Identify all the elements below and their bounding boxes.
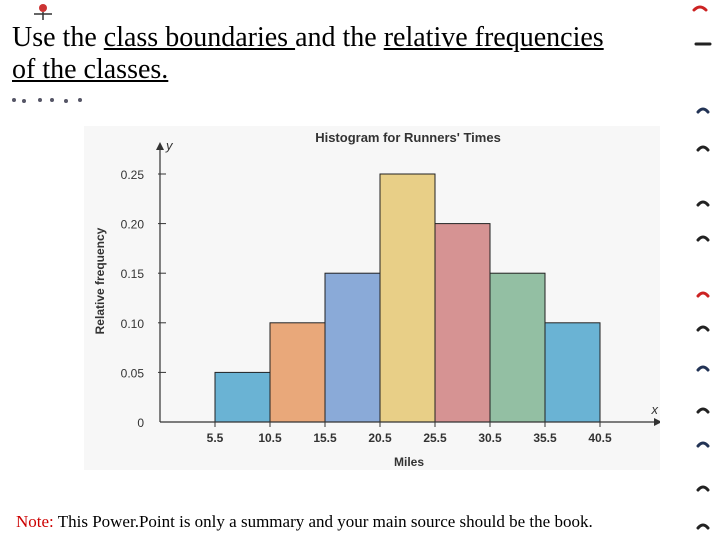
note-label: Note: bbox=[16, 512, 54, 531]
chart-title: Histogram for Runners' Times bbox=[315, 130, 501, 145]
y-tick-label: 0 bbox=[137, 416, 144, 430]
x-tick-label: 35.5 bbox=[533, 431, 557, 445]
title-term-relative-frequencies: relative frequencies bbox=[383, 22, 604, 53]
title-term-class-boundaries: class boundaries bbox=[103, 22, 296, 53]
x-tick-label: 15.5 bbox=[313, 431, 337, 445]
histogram-bar bbox=[379, 173, 436, 423]
histogram-bar bbox=[269, 322, 326, 423]
title-line-2: of the classes. bbox=[12, 54, 169, 85]
histogram-bar bbox=[434, 223, 491, 423]
y-axis-title: Relative frequency bbox=[93, 227, 107, 334]
x-axis-letter: x bbox=[651, 402, 659, 417]
histogram-bar bbox=[324, 272, 381, 423]
x-tick-label: 10.5 bbox=[258, 431, 282, 445]
y-tick-label: 0.25 bbox=[121, 168, 145, 182]
decorative-dots-icon bbox=[12, 98, 82, 103]
y-tick-label: 0.10 bbox=[121, 317, 145, 331]
histogram-bar bbox=[214, 371, 271, 423]
histogram-bar bbox=[544, 322, 601, 423]
y-tick-label: 0.20 bbox=[121, 218, 145, 232]
histogram-panel: Histogram for Runners' Times Relative fr… bbox=[84, 126, 662, 470]
x-axis-title: Miles bbox=[394, 455, 424, 469]
decorative-border-icon bbox=[692, 5, 712, 530]
histogram-chart: Histogram for Runners' Times Relative fr… bbox=[93, 130, 662, 469]
histogram-bar bbox=[489, 272, 546, 423]
y-tick-label: 0.15 bbox=[121, 267, 145, 281]
x-tick-label: 40.5 bbox=[588, 431, 612, 445]
footnote: Note: This Power.Point is only a summary… bbox=[16, 512, 706, 532]
x-axis-arrow bbox=[654, 418, 662, 426]
y-tick-label: 0.05 bbox=[121, 366, 145, 380]
slide-title: Use the class boundaries and the relativ… bbox=[12, 22, 702, 86]
title-middle: and the bbox=[295, 22, 384, 53]
x-tick-label: 25.5 bbox=[423, 431, 447, 445]
x-tick-label: 5.5 bbox=[207, 431, 224, 445]
note-text: This Power.Point is only a summary and y… bbox=[53, 512, 593, 531]
x-tick-label: 30.5 bbox=[478, 431, 502, 445]
y-axis-arrow bbox=[156, 142, 164, 150]
y-axis-letter: y bbox=[165, 138, 174, 153]
x-tick-label: 20.5 bbox=[368, 431, 392, 445]
title-prefix: Use the bbox=[12, 22, 104, 53]
stick-figure-icon bbox=[34, 4, 52, 20]
